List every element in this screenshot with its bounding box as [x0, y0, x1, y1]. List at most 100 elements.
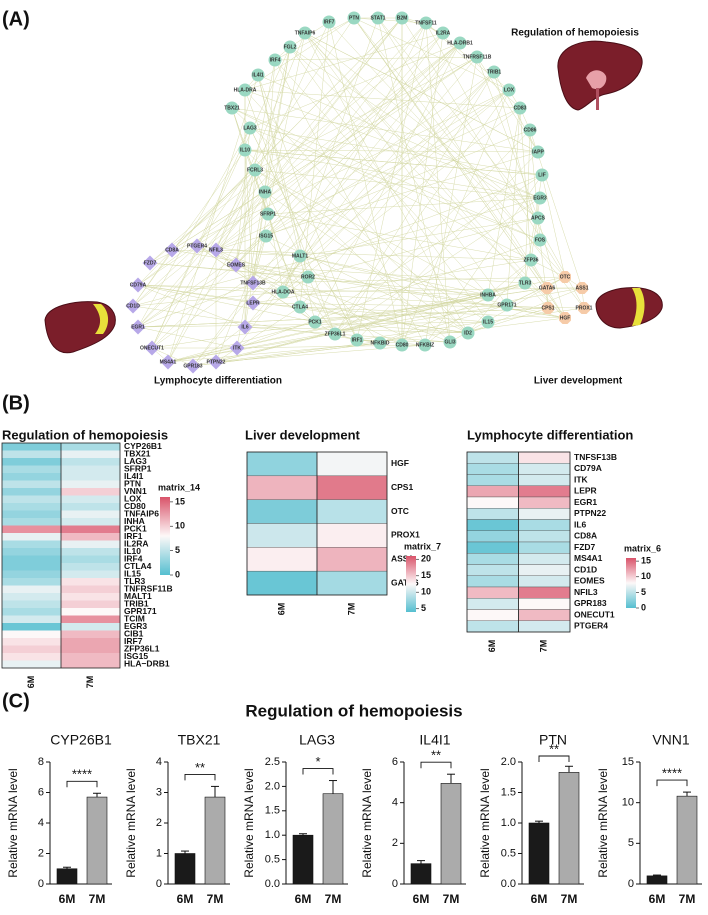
edge: [231, 107, 541, 241]
edge: [252, 302, 489, 323]
node-label: PROX1: [576, 305, 593, 311]
colorbar-tick-label: 15: [421, 570, 431, 580]
x-tick-label: 7M: [89, 892, 106, 906]
node: [395, 338, 409, 352]
y-tick-label: 4: [38, 817, 44, 829]
node: [229, 340, 245, 356]
heatmap-cell: [466, 564, 519, 576]
node: [237, 319, 253, 335]
row-label: INHA: [124, 516, 145, 526]
edge: [541, 174, 566, 278]
row-label: IRF7: [124, 636, 143, 646]
node-label: NFKBID: [371, 340, 390, 346]
node: [238, 143, 252, 157]
colorbar: [626, 558, 636, 608]
edge: [137, 264, 237, 328]
y-tick-label: 2.0: [501, 756, 516, 768]
heatmap-cell: [61, 578, 120, 586]
x-tick-label: 7M: [679, 892, 696, 906]
edge: [192, 42, 461, 367]
row-label: EGR3: [124, 621, 147, 631]
bar: [174, 853, 196, 885]
node-label: TNFAIP6: [295, 30, 316, 36]
edge: [424, 174, 543, 346]
node-label: MS4A1: [160, 359, 177, 365]
node: [453, 36, 467, 50]
heatmap-cell: [518, 609, 571, 621]
heatmap-cell: [466, 451, 519, 464]
y-tick-label: 10: [622, 797, 634, 809]
edge: [244, 89, 336, 335]
row-label: TLR3: [124, 576, 146, 586]
edge: [257, 74, 309, 278]
legend-title: matrix_14: [158, 482, 200, 492]
node-label: CD80: [396, 342, 409, 348]
node: [531, 145, 545, 159]
row-label: FZD7: [574, 542, 596, 552]
node-label: LAG3: [243, 125, 257, 131]
edge: [244, 32, 444, 91]
node-label: LEPR: [246, 300, 260, 306]
y-tick-label: 4: [392, 797, 398, 809]
row-label: IL6: [574, 519, 587, 529]
y-axis-label: Relative mRNA level: [6, 768, 20, 877]
edge: [167, 74, 259, 363]
colorbar-tick-label: 0: [641, 602, 646, 612]
node: [261, 207, 275, 221]
edge: [353, 17, 548, 289]
y-axis-label: Relative mRNA level: [124, 768, 138, 877]
node-label: IL10: [240, 147, 250, 153]
colorbar: [406, 556, 416, 612]
panel-label: (A): [2, 8, 30, 30]
node-label: CD79A: [130, 282, 147, 288]
heatmap-cell: [61, 510, 120, 518]
panel-label: (C): [2, 690, 30, 712]
heatmap-cell: [518, 485, 571, 498]
significance-bracket: [66, 780, 98, 788]
edge: [257, 74, 541, 199]
edge: [167, 191, 266, 363]
edge: [299, 255, 489, 296]
heatmap-cell: [61, 600, 120, 608]
heatmap-cell: [61, 593, 120, 601]
liver-icon: [557, 40, 643, 111]
node-label: FZD7: [144, 260, 157, 266]
significance-label: ****: [72, 767, 92, 782]
y-axis-label: Relative mRNA level: [242, 768, 256, 877]
heatmap-cell: [2, 540, 61, 548]
edge: [249, 127, 358, 341]
edge: [215, 282, 526, 363]
node: [533, 191, 547, 205]
colorbar-tick-label: 15: [641, 556, 651, 566]
row-label: CYP26B1: [124, 441, 162, 451]
node: [130, 277, 146, 293]
heatmap-cell: [466, 620, 519, 633]
row-label: IRF1: [124, 531, 143, 541]
heatmap-cell: [2, 578, 61, 586]
heatmap-cell: [518, 474, 571, 486]
row-label: ISG15: [124, 651, 148, 661]
chart-title: TBX21: [178, 732, 221, 748]
edge: [151, 169, 256, 349]
edge: [353, 17, 510, 91]
heatmap-cell: [2, 525, 61, 533]
edge: [265, 129, 531, 237]
heatmap-cell: [466, 598, 519, 610]
bar: [528, 822, 550, 885]
heatmap-cell: [2, 563, 61, 571]
heatmap-cell: [316, 499, 388, 524]
edge: [304, 32, 508, 306]
node: [443, 335, 457, 349]
y-tick-label: 3: [156, 786, 162, 798]
y-tick-label: 0: [392, 878, 398, 890]
edge: [132, 197, 541, 307]
edge: [151, 46, 291, 349]
significance-label: *: [315, 754, 320, 769]
heatmap-cell: [246, 475, 318, 500]
node: [481, 288, 495, 302]
edge: [215, 306, 301, 363]
node-label: INHBA: [480, 292, 496, 298]
edge: [334, 197, 541, 335]
node: [531, 211, 545, 225]
edge: [254, 169, 489, 296]
